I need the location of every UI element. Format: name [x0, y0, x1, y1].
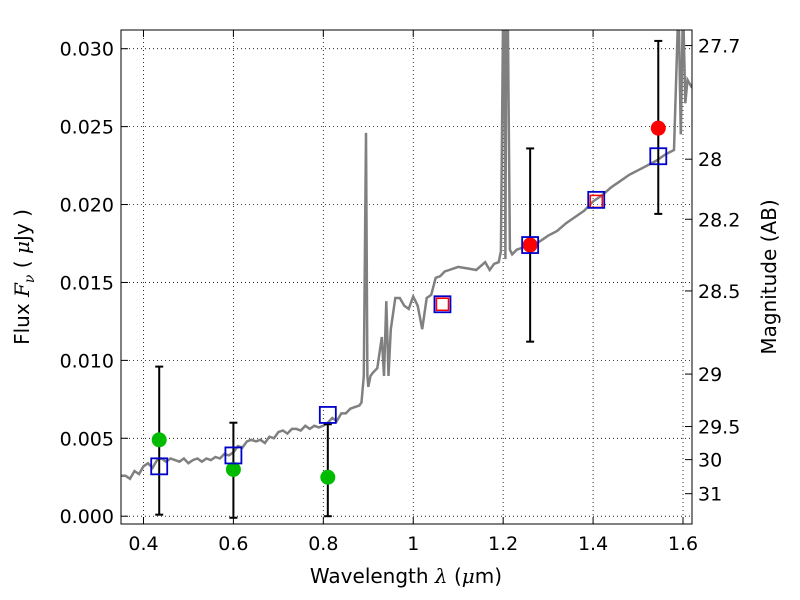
y-tick-label: 0.000 [60, 506, 114, 528]
x-tick-label: 0.6 [218, 533, 248, 555]
x-tick-label: 1 [407, 533, 419, 555]
blue-square-marker [649, 147, 668, 166]
magnitude-axis-label: Magnitude (AB) [757, 199, 781, 354]
x-tick-label: 0.8 [308, 533, 338, 555]
magnitude-tick-label: 31 [698, 484, 722, 506]
magnitude-tick-label: 28 [698, 149, 722, 171]
x-tick-label: 0.4 [128, 533, 158, 555]
y-tick-label: 0.020 [60, 195, 114, 217]
green-data-point [151, 432, 167, 448]
blue-square-marker [318, 406, 337, 424]
x-tick-label: 1.6 [668, 533, 698, 555]
x-tick-label: 1.2 [488, 533, 518, 555]
spectrum-line [121, 30, 692, 481]
blue-square-marker [224, 446, 243, 465]
blue-square-marker [587, 190, 606, 209]
y-tick-label: 0.010 [60, 350, 114, 372]
magnitude-tick-label: 27.7 [698, 36, 740, 58]
y-tick-label: 0.005 [60, 428, 114, 450]
spectrum-layer [121, 30, 692, 481]
blue-square-marker [433, 295, 452, 314]
plot-frame [120, 29, 693, 525]
x-tick-label: 1.4 [578, 533, 608, 555]
x-axis-label: Wavelength λ (μm) [310, 564, 502, 588]
magnitude-tick-label: 29.5 [698, 417, 740, 439]
blue-square-marker [521, 236, 540, 254]
red-square-marker [435, 297, 450, 312]
magnitude-tick-label: 30 [698, 450, 722, 472]
y-tick-label: 0.015 [60, 272, 114, 294]
magnitude-tick-label: 29 [698, 364, 722, 386]
ticks: 0.4 0.6 0.8 1 1.2 1.4 1.6 0.000 0.005 0.010 0.015 0… [60, 30, 740, 555]
green-data-point [225, 461, 241, 477]
green-data-point [320, 469, 336, 485]
blue-square-marker [150, 457, 169, 476]
red-data-point [522, 237, 538, 253]
magnitude-tick-label: 28.2 [698, 209, 740, 231]
y-tick-label: 0.030 [60, 39, 114, 61]
marker-layer [150, 120, 668, 485]
y-tick-label: 0.025 [60, 117, 114, 139]
y-axis-label: Flux Fν ( μJy ) [10, 209, 38, 345]
red-data-point [650, 120, 666, 136]
plot-background [121, 30, 692, 524]
magnitude-tick-label: 28.5 [698, 281, 740, 303]
